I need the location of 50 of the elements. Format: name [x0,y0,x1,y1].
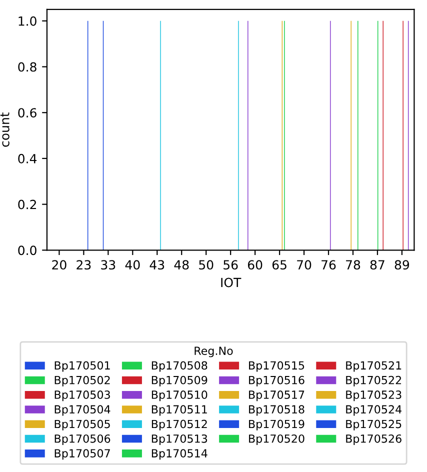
y-tick-label: 0.6 [18,108,36,118]
legend-label: Bp170507 [54,449,110,460]
x-tick-label: 43 [150,260,164,270]
x-tick-label: 23 [76,260,91,270]
y-tick-label: 0.8 [18,62,36,72]
legend-label: Bp170501 [54,361,110,372]
legend-label: Bp170508 [152,361,208,372]
x-tick-label: 70 [297,260,312,270]
x-tick-label: 78 [346,260,360,270]
legend-label: Bp170503 [54,390,110,402]
x-axis-title: IOT [221,278,242,288]
x-tick-label: 40 [125,260,140,270]
legend-label: Bp170520 [249,434,304,445]
x-tick-label: 56 [224,260,238,270]
x-tick-label: 65 [272,260,286,270]
x-tick-label: 33 [101,260,116,270]
legend-title: Reg.No [194,346,233,358]
legend-label: Bp170509 [152,376,208,386]
x-tick-label: 60 [248,260,262,270]
legend-label: Bp170516 [249,376,304,386]
legend-label: Bp170518 [249,405,304,416]
legend-label: Bp170517 [249,390,304,402]
x-tick-label: 20 [52,260,66,270]
legend-label: Bp170521 [346,361,402,372]
legend-label: Bp170519 [249,420,304,430]
legend-label: Bp170505 [54,420,110,430]
x-tick-label: 76 [322,260,336,270]
legend-label: Bp170506 [54,434,110,445]
legend-label: Bp170515 [249,361,304,372]
x-tick-label: 87 [370,260,384,270]
legend-label: Bp170526 [346,434,402,445]
y-tick-label: 1.0 [18,16,36,26]
y-tick-label: 0.2 [18,200,36,210]
x-tick-label: 89 [394,260,410,270]
legend-label: Bp170514 [152,449,208,460]
legend-label: Bp170510 [152,390,208,402]
legend-label: Bp170512 [152,420,207,430]
x-tick-label: 48 [174,260,189,270]
legend-label: Bp170522 [346,376,402,386]
legend-label: Bp170525 [346,420,402,430]
legend-label: Bp170513 [152,434,208,445]
legend-label: Bp170511 [152,405,207,416]
legend-label: Bp170524 [346,405,402,416]
y-tick-label: 0.0 [18,246,36,256]
x-tick-label: 50 [199,260,214,270]
legend-label: Bp170523 [346,390,402,402]
y-axis-title: count [0,112,10,147]
legend-label: Bp170502 [54,376,110,386]
y-tick-label: 0.4 [18,154,37,164]
legend-label: Bp170504 [54,405,110,416]
